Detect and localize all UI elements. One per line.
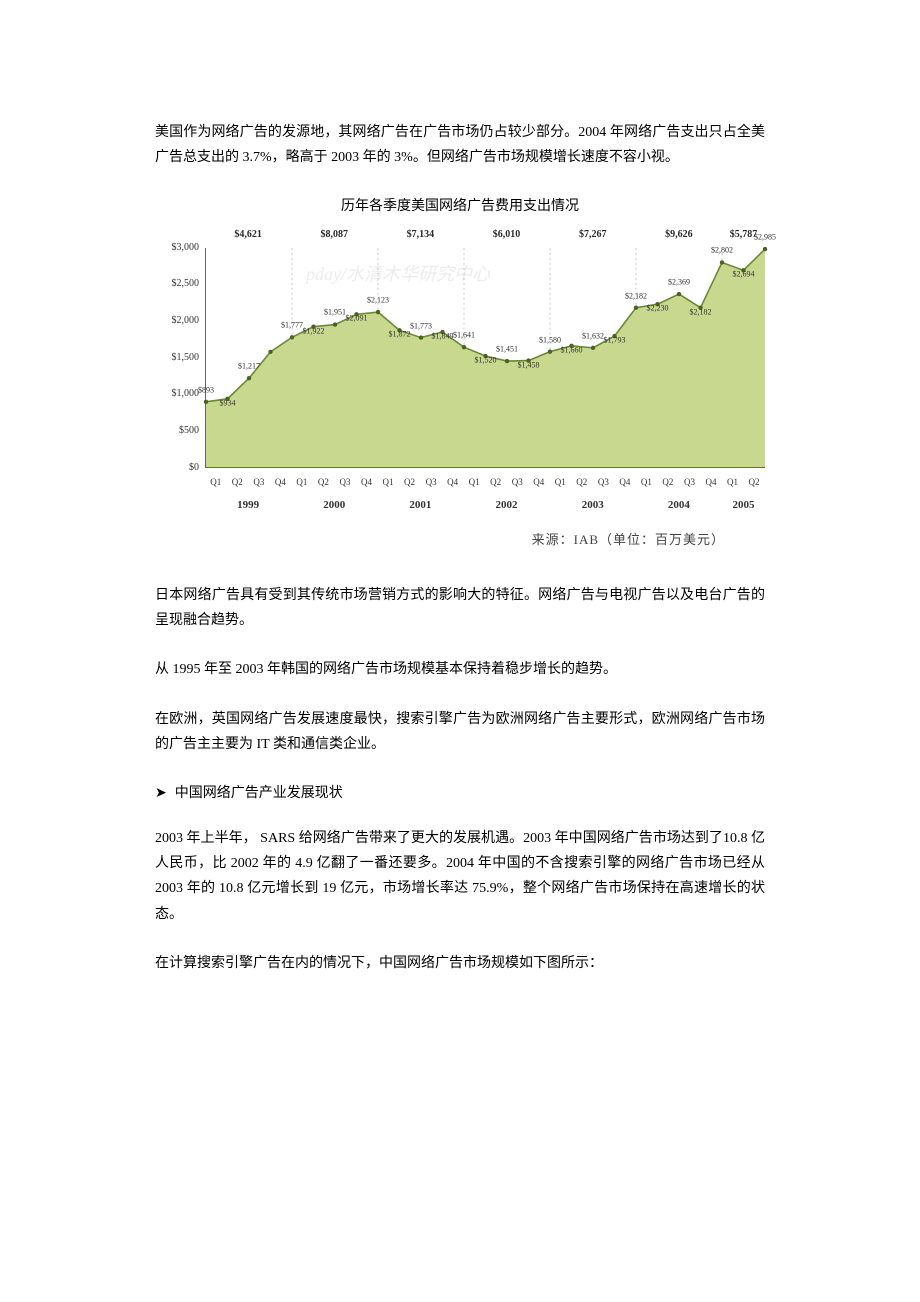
x-quarter-label: Q4 — [700, 474, 722, 490]
data-point-label: $1,777 — [281, 319, 303, 333]
paragraph-3: 从 1995 年至 2003 年韩国的网络广告市场规模基本保持着稳步增长的趋势。 — [155, 657, 765, 682]
data-point-label: $2,182 — [625, 289, 647, 303]
x-quarter-label: Q4 — [270, 474, 292, 490]
x-quarter-label: Q1 — [722, 474, 744, 490]
data-point-label: $2,802 — [711, 244, 733, 258]
paragraph-4: 在欧洲，英国网络广告发展速度最快，搜索引擎广告为欧洲网络广告主要形式，欧洲网络广… — [155, 707, 765, 757]
x-quarter-label: Q4 — [442, 474, 464, 490]
data-point-label: $1,660 — [561, 343, 583, 357]
chart-year-totals: $4,621$8,087$7,134$6,010$7,267$9,626$5,7… — [155, 226, 765, 244]
x-quarter-label: Q2 — [657, 474, 679, 490]
x-quarter-label: Q3 — [420, 474, 442, 490]
paragraph-5: 2003 年上半年， SARS 给网络广告带来了更大的发展机遇。2003 年中国… — [155, 826, 765, 927]
x-quarter-label: Q2 — [313, 474, 335, 490]
section-heading: ➤ 中国网络广告产业发展现状 — [155, 781, 765, 806]
chart-x-years: 1999200020012002200320042005 — [155, 496, 765, 516]
paragraph-6: 在计算搜索引擎广告在内的情况下，中国网络广告市场规模如下图所示： — [155, 951, 765, 976]
data-point-label: $1,641 — [453, 329, 475, 343]
bullet-arrow-icon: ➤ — [155, 781, 167, 806]
data-point-label: $1,849 — [432, 330, 454, 344]
x-year-label: 2003 — [550, 496, 636, 516]
x-quarter-label: Q4 — [356, 474, 378, 490]
x-quarter-label: Q1 — [291, 474, 313, 490]
x-quarter-label: Q1 — [205, 474, 227, 490]
data-point-label: $1,922 — [303, 324, 325, 338]
data-point-label: $1,793 — [603, 334, 625, 348]
chart-x-quarters: Q1Q2Q3Q4Q1Q2Q3Q4Q1Q2Q3Q4Q1Q2Q3Q4Q1Q2Q3Q4… — [155, 474, 765, 490]
year-total-label: $4,621 — [205, 226, 291, 244]
data-point-label: $2,369 — [668, 275, 690, 289]
chart-y-axis: $3,000$2,500$2,000$1,500$1,000$500$0 — [155, 248, 205, 468]
paragraph-1: 美国作为网络广告的发源地，其网络广告在广告市场仍占较少部分。2004 年网络广告… — [155, 120, 765, 170]
data-point-label: $1,217 — [238, 360, 260, 374]
x-year-label: 2004 — [636, 496, 722, 516]
data-point-label: $2,985 — [754, 230, 776, 244]
year-total-label: $9,626 — [636, 226, 722, 244]
x-quarter-label: Q3 — [593, 474, 615, 490]
x-quarter-label: Q1 — [550, 474, 572, 490]
x-year-label: 1999 — [205, 496, 291, 516]
section-heading-text: 中国网络广告产业发展现状 — [175, 786, 343, 801]
x-quarter-label: Q2 — [485, 474, 507, 490]
data-point-label: $1,580 — [539, 333, 561, 347]
chart-source: 来源：IAB（单位：百万美元） — [155, 528, 725, 551]
x-quarter-label: Q2 — [227, 474, 249, 490]
data-point-label: $2,123 — [367, 293, 389, 307]
x-year-label: 2000 — [291, 496, 377, 516]
x-quarter-label: Q3 — [679, 474, 701, 490]
data-point-label: $2,091 — [346, 312, 368, 326]
x-quarter-label: Q4 — [614, 474, 636, 490]
data-point-label: $1,458 — [518, 358, 540, 372]
chart-plot: $3,000$2,500$2,000$1,500$1,000$500$0 pda… — [155, 248, 765, 468]
year-total-label: $6,010 — [463, 226, 549, 244]
chart-title: 历年各季度美国网络广告费用支出情况 — [155, 194, 765, 219]
paragraph-2: 日本网络广告具有受到其传统市场营销方式的影响大的特征。网络广告与电视广告以及电台… — [155, 583, 765, 633]
data-point-label: $2,182 — [690, 305, 712, 319]
data-point-label: $1,773 — [410, 319, 432, 333]
data-point-label: $1,951 — [324, 306, 346, 320]
x-quarter-label: Q1 — [636, 474, 658, 490]
data-point-label: $893 — [198, 384, 214, 398]
x-quarter-label: Q2 — [571, 474, 593, 490]
chart-container: $4,621$8,087$7,134$6,010$7,267$9,626$5,7… — [155, 226, 765, 516]
x-quarter-label: Q3 — [248, 474, 270, 490]
x-quarter-label: Q1 — [377, 474, 399, 490]
x-year-label: 2002 — [463, 496, 549, 516]
year-total-label: $7,267 — [550, 226, 636, 244]
data-point-label: $1,520 — [475, 354, 497, 368]
data-point-label: $2,230 — [647, 302, 669, 316]
data-point-label: $934 — [220, 397, 236, 411]
x-quarter-label: Q2 — [399, 474, 421, 490]
data-point-label: $1,451 — [496, 343, 518, 357]
x-quarter-label: Q3 — [334, 474, 356, 490]
data-point-label: $1,632 — [582, 329, 604, 343]
year-total-label: $8,087 — [291, 226, 377, 244]
x-year-label: 2001 — [377, 496, 463, 516]
data-point-label: $1,872 — [389, 328, 411, 342]
x-year-label: 2005 — [722, 496, 765, 516]
x-quarter-label: Q1 — [463, 474, 485, 490]
chart-plot-area: pday/水清木华研究中心 pday/水清木华研究中心 $893$934$1,2… — [205, 248, 765, 468]
data-point-label: $2,694 — [733, 268, 755, 282]
year-total-label: $7,134 — [377, 226, 463, 244]
x-quarter-label: Q4 — [528, 474, 550, 490]
x-quarter-label: Q3 — [506, 474, 528, 490]
x-quarter-label: Q2 — [743, 474, 765, 490]
